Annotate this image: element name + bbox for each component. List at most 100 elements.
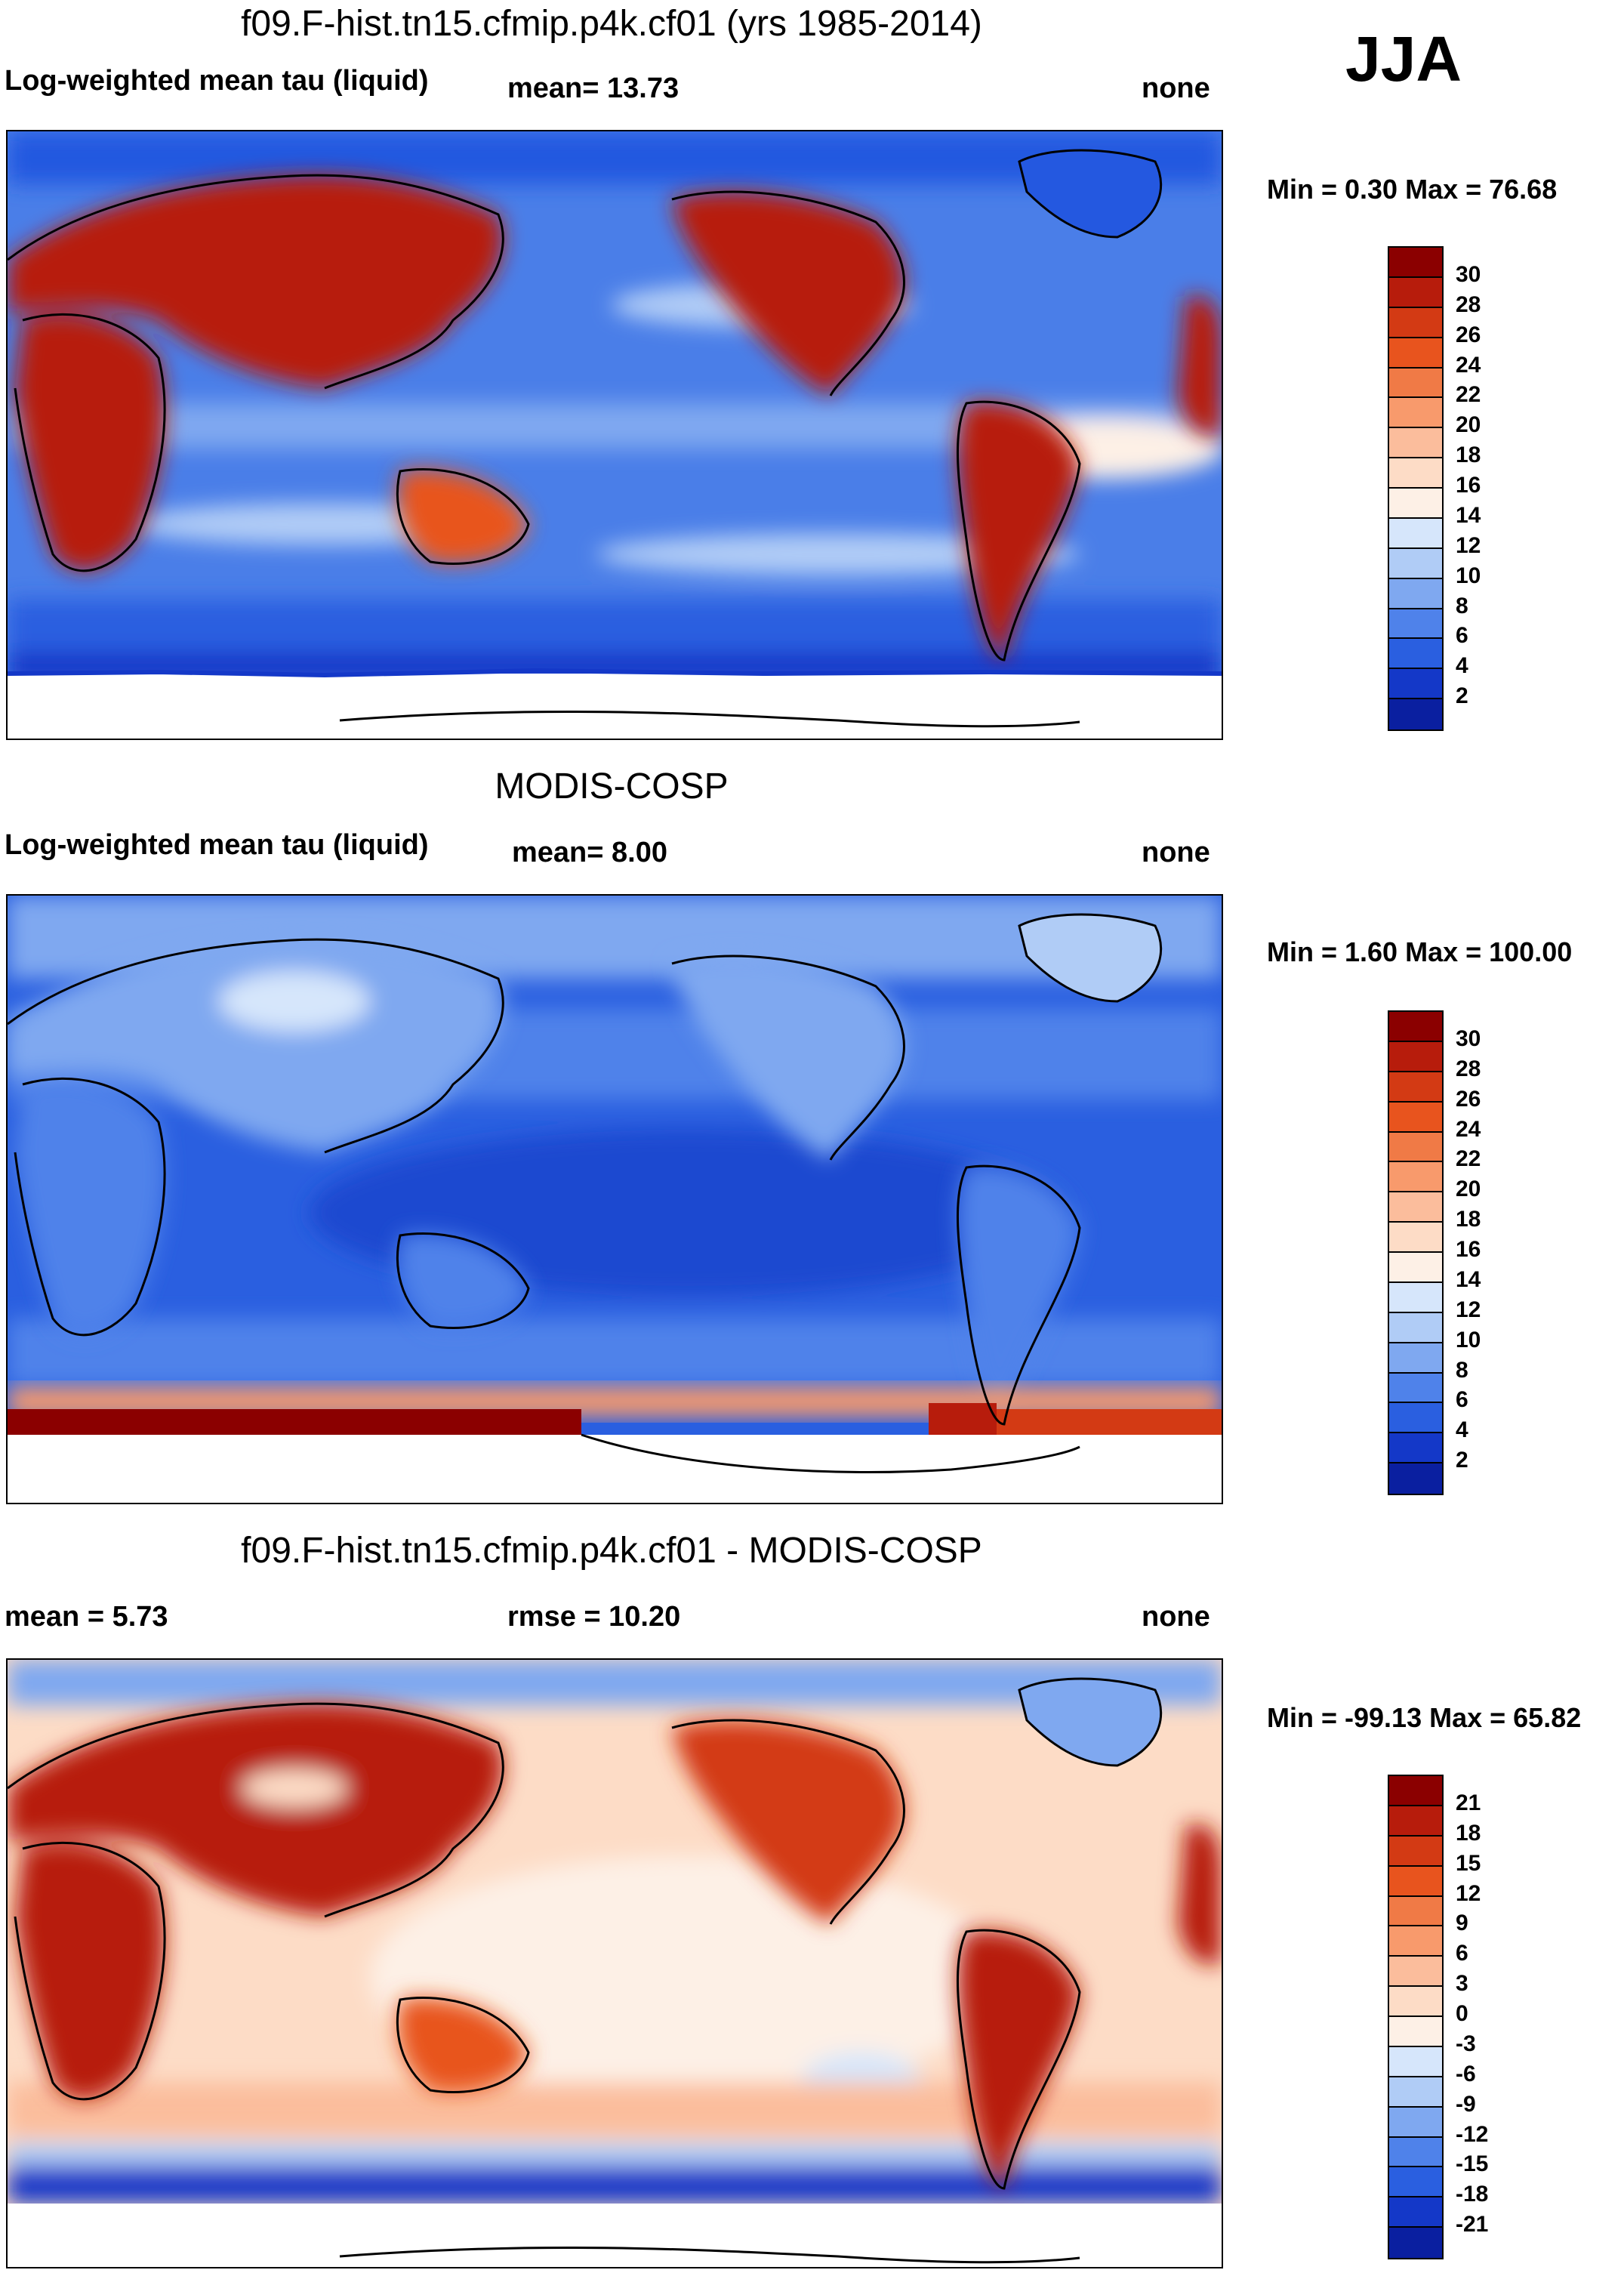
colorbar-swatch [1389,1282,1442,1313]
panel-2-north-america [672,956,904,1160]
colorbar-swatch [1389,338,1442,369]
colorbar-tick-label: 10 [1456,1327,1481,1352]
season-label: JJA [1345,23,1462,94]
colorbar-swatch [1389,1373,1442,1404]
colorbar-tick-label: -3 [1456,2031,1476,2056]
colorbar-swatch [1389,1012,1442,1042]
colorbar-tick-label: 4 [1456,1417,1468,1443]
colorbar-swatch [1389,1806,1442,1837]
colorbar-swatch [1389,428,1442,459]
colorbar-swatch [1389,277,1442,308]
colorbar-swatch [1389,1926,1442,1957]
colorbar-swatch [1389,1866,1442,1897]
colorbar-tick-label: 16 [1456,1237,1481,1262]
colorbar-swatch [1389,639,1442,670]
panel-3-title: f09.F-hist.tn15.cfmip.p4k.cf01 - MODIS-C… [241,1531,982,1571]
colorbar-tick-label: 0 [1456,2001,1468,2026]
panel-3-minmax: Min = -99.13 Max = 65.82 [1267,1702,1582,1733]
panel-2-minmax: Min = 1.60 Max = 100.00 [1267,936,1573,967]
colorbar-tick-label: 24 [1456,352,1481,378]
colorbar-swatch [1389,578,1442,609]
colorbar-tick-label: 8 [1456,593,1468,618]
panel-3-colorbar [1388,1775,1444,2259]
panel-1-antarctica [8,674,1222,739]
colorbar-swatch [1389,1312,1442,1343]
colorbar-swatch [1389,368,1442,399]
panel-2-coastlines [8,913,1163,1474]
colorbar-tick-label: 15 [1456,1850,1481,1876]
colorbar-swatch [1389,307,1442,338]
panel-1-map [6,130,1223,740]
colorbar-tick-label: 18 [1456,1820,1481,1846]
colorbar-tick-label: 21 [1456,1790,1481,1815]
panel-3-mean-label: mean = 5.73 [5,1601,168,1633]
colorbar-swatch [1389,1132,1442,1163]
colorbar-swatch [1389,458,1442,489]
colorbar-swatch [1389,1072,1442,1103]
colorbar-swatch [1389,1836,1442,1867]
colorbar-swatch [1389,248,1442,278]
colorbar-tick-label: 24 [1456,1116,1481,1142]
colorbar-tick-label: 22 [1456,382,1481,408]
panel-2-mean-label: mean= 8.00 [512,837,667,868]
colorbar-swatch [1389,699,1442,729]
panel-1-eurasia [8,175,504,388]
colorbar-tick-label: 16 [1456,473,1481,498]
panel-1-africa [15,314,165,571]
colorbar-swatch [1389,2046,1442,2077]
colorbar-swatch [1389,518,1442,549]
colorbar-tick-label: 26 [1456,322,1481,347]
colorbar-tick-label: -6 [1456,2061,1476,2086]
panel-3-units-label: none [1142,1601,1210,1633]
panel-2-map-svg [8,896,1222,1503]
colorbar-tick-label: 20 [1456,412,1481,438]
panel-3-rmse-label: rmse = 10.20 [507,1601,681,1633]
panel-2-antarctic-edge [8,1409,581,1435]
panel-3-north-america [672,1720,904,1924]
panel-2-antarctica [8,1435,1222,1503]
colorbar-tick-label: 30 [1456,261,1481,287]
colorbar-tick-label: -9 [1456,2091,1476,2117]
panel-1-map-svg [8,131,1222,739]
panel-1-units-label: none [1142,72,1210,104]
colorbar-tick-label: 14 [1456,1266,1481,1292]
colorbar-swatch [1389,2137,1442,2168]
panel-3-australia [397,1997,528,2093]
colorbar-tick-label: 4 [1456,653,1468,679]
colorbar-swatch [1389,609,1442,640]
colorbar-tick-label: 8 [1456,1357,1468,1383]
colorbar-swatch [1389,2077,1442,2108]
colorbar-swatch [1389,1987,1442,2017]
colorbar-tick-label: 6 [1456,1941,1468,1966]
panel-2-colorbar [1388,1010,1444,1495]
panel-1-colorbar-ticks: 30 28 26 24 22 20 18 16 14 12 10 8 6 4 2 [1456,246,1546,731]
panel-1-australia [397,469,528,564]
panel-1-colorbar [1388,246,1444,731]
colorbar-tick-label: 22 [1456,1146,1481,1172]
colorbar-swatch [1389,1192,1442,1223]
colorbar-tick-label: -21 [1456,2212,1489,2238]
colorbar-swatch [1389,1041,1442,1072]
panel-1-arctic-band [8,131,1222,184]
colorbar-swatch [1389,2228,1442,2258]
colorbar-swatch [1389,1343,1442,1374]
colorbar-swatch [1389,1463,1442,1494]
panel-2-colorbar-ticks: 30 28 26 24 22 20 18 16 14 12 10 8 6 4 2 [1456,1010,1546,1495]
colorbar-swatch [1389,1162,1442,1193]
colorbar-tick-label: 2 [1456,1448,1468,1473]
colorbar-swatch [1389,2107,1442,2138]
panel-2-map [6,894,1223,1504]
panel-3-map-svg [8,1660,1222,2267]
colorbar-swatch [1389,2017,1442,2047]
colorbar-tick-label: 6 [1456,623,1468,649]
colorbar-swatch [1389,1102,1442,1133]
colorbar-tick-label: 30 [1456,1025,1481,1051]
colorbar-tick-label: 9 [1456,1911,1468,1936]
panel-2-title: MODIS-COSP [495,766,729,806]
colorbar-tick-label: 2 [1456,683,1468,709]
colorbar-tick-label: 28 [1456,291,1481,317]
colorbar-swatch [1389,1223,1442,1253]
colorbar-swatch [1389,1433,1442,1464]
colorbar-swatch [1389,1776,1442,1806]
colorbar-swatch [1389,1253,1442,1283]
